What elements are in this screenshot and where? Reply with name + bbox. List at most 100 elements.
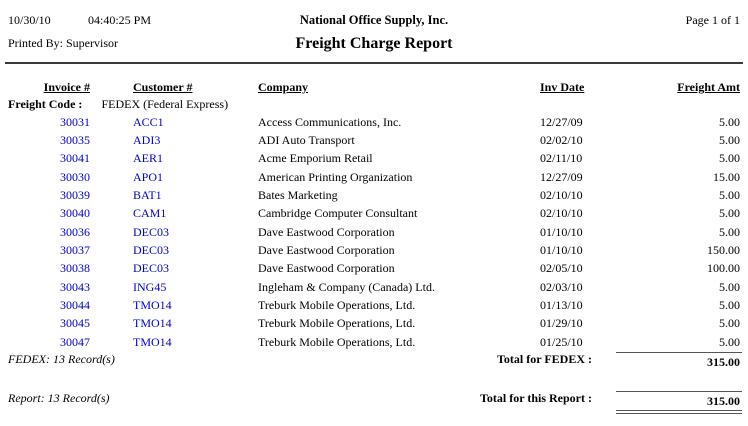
freight-amt-cell: 5.00	[719, 298, 740, 313]
invoice-number-link[interactable]: 30036	[60, 224, 90, 239]
table-row: 30044 TMO14 Treburk Mobile Operations, L…	[0, 296, 748, 314]
freight-amt-cell: 15.00	[713, 169, 740, 184]
company-cell: Dave Eastwood Corporation	[258, 224, 395, 239]
group-total-amount: 315.00	[616, 352, 742, 370]
invoice-number-link[interactable]: 30039	[60, 188, 90, 203]
freight-amt-cell: 5.00	[719, 133, 740, 148]
invoice-number-link[interactable]: 30031	[60, 114, 90, 129]
table-row: 30039 BAT1 Bates Marketing 02/10/10 5.00	[0, 186, 748, 204]
customer-number-link[interactable]: TMO14	[133, 298, 172, 313]
customer-number-link[interactable]: ING45	[133, 279, 167, 294]
inv-date-cell: 02/10/10	[540, 206, 583, 221]
customer-number-link[interactable]: DEC03	[133, 224, 169, 239]
report-footer: Report: 13 Record(s) Total for this Repo…	[0, 391, 748, 415]
table-row: 30030 APO1 American Printing Organizatio…	[0, 168, 748, 186]
company-cell: Treburk Mobile Operations, Ltd.	[258, 334, 416, 349]
freight-amt-cell: 5.00	[719, 279, 740, 294]
report-total-amount: 315.00	[616, 391, 742, 415]
table-row: 30041 AER1 Acme Emporium Retail 02/11/10…	[0, 150, 748, 168]
column-header-inv-date: Inv Date	[540, 80, 585, 94]
inv-date-cell: 12/27/09	[540, 169, 583, 184]
header-left: 10/30/10 04:40:25 PM Printed By: Supervi…	[8, 13, 151, 51]
customer-number-link[interactable]: DEC03	[133, 261, 169, 276]
company-name: National Office Supply, Inc.	[299, 13, 449, 27]
column-header-company: Company	[258, 80, 309, 94]
invoice-number-link[interactable]: 30041	[60, 151, 90, 166]
printed-by: Printed By: Supervisor	[8, 36, 118, 50]
invoice-number-link[interactable]: 30044	[60, 298, 90, 313]
group-header: Freight Code : FEDEX (Federal Express)	[0, 96, 748, 113]
freight-amt-cell: 5.00	[719, 334, 740, 349]
invoice-number-link[interactable]: 30035	[60, 133, 90, 148]
column-header-freight-amt: Freight Amt	[677, 80, 740, 94]
customer-number-link[interactable]: TMO14	[133, 316, 172, 331]
table-row: 30043 ING45 Ingleham & Company (Canada) …	[0, 278, 748, 296]
inv-date-cell: 02/05/10	[540, 261, 583, 276]
customer-number-link[interactable]: AER1	[133, 151, 163, 166]
company-cell: American Printing Organization	[258, 169, 413, 184]
column-header-invoice: Invoice #	[43, 80, 90, 94]
freight-amt-cell: 100.00	[707, 261, 740, 276]
company-cell: Cambridge Computer Consultant	[258, 206, 418, 221]
inv-date-cell: 01/10/10	[540, 224, 583, 239]
customer-number-link[interactable]: ADI3	[133, 133, 161, 148]
company-cell: Access Communications, Inc.	[258, 114, 402, 129]
freight-amt-cell: 5.00	[719, 188, 740, 203]
freight-code-label: Freight Code :	[8, 97, 83, 111]
freight-code-value: FEDEX (Federal Express)	[101, 97, 229, 111]
invoice-number-link[interactable]: 30040	[60, 206, 90, 221]
print-datetime: 10/30/10 04:40:25 PM	[8, 13, 151, 28]
invoice-number-link[interactable]: 30030	[60, 169, 90, 184]
company-cell: Acme Emporium Retail	[258, 151, 373, 166]
group-footer: FEDEX: 13 Record(s) Total for FEDEX : 31…	[0, 352, 748, 370]
customer-number-link[interactable]: BAT1	[133, 188, 162, 203]
company-cell: Treburk Mobile Operations, Ltd.	[258, 298, 416, 313]
customer-number-link[interactable]: ACC1	[133, 114, 164, 129]
invoice-number-link[interactable]: 30045	[60, 316, 90, 331]
inv-date-cell: 02/10/10	[540, 188, 583, 203]
print-date: 10/30/10	[8, 13, 51, 27]
page-number: Page 1 of 1	[685, 13, 740, 27]
table-row: 30038 DEC03 Dave Eastwood Corporation 02…	[0, 260, 748, 278]
table-row: 30031 ACC1 Access Communications, Inc. 1…	[0, 113, 748, 131]
report-header: 10/30/10 04:40:25 PM Printed By: Supervi…	[0, 0, 748, 62]
group-total-label: Total for FEDEX :	[496, 352, 592, 367]
inv-date-cell: 02/11/10	[540, 151, 583, 166]
customer-number-link[interactable]: DEC03	[133, 243, 169, 258]
group-record-count: FEDEX: 13 Record(s)	[8, 352, 115, 367]
customer-number-link[interactable]: TMO14	[133, 334, 172, 349]
print-time: 04:40:25 PM	[88, 13, 152, 27]
freight-amt-cell: 5.00	[719, 206, 740, 221]
company-cell: Bates Marketing	[258, 188, 338, 203]
table-row: 30045 TMO14 Treburk Mobile Operations, L…	[0, 315, 748, 333]
freight-amt-cell: 5.00	[719, 151, 740, 166]
inv-date-cell: 02/02/10	[540, 133, 583, 148]
inv-date-cell: 01/13/10	[540, 298, 583, 313]
report-record-count: Report: 13 Record(s)	[8, 391, 110, 406]
freight-amt-cell: 5.00	[719, 316, 740, 331]
inv-date-cell: 01/25/10	[540, 334, 583, 349]
table-row: 30037 DEC03 Dave Eastwood Corporation 01…	[0, 241, 748, 259]
freight-amt-cell: 150.00	[707, 243, 740, 258]
table-row: 30040 CAM1 Cambridge Computer Consultant…	[0, 205, 748, 223]
column-header-customer: Customer #	[133, 80, 193, 94]
page-title: Freight Charge Report	[295, 35, 453, 52]
invoice-number-link[interactable]: 30038	[60, 261, 90, 276]
table-row: 30036 DEC03 Dave Eastwood Corporation 01…	[0, 223, 748, 241]
invoice-number-link[interactable]: 30037	[60, 243, 90, 258]
table-row: 30047 TMO14 Treburk Mobile Operations, L…	[0, 333, 748, 351]
company-cell: ADI Auto Transport	[258, 133, 355, 148]
invoice-number-link[interactable]: 30043	[60, 279, 90, 294]
customer-number-link[interactable]: APO1	[133, 169, 164, 184]
company-cell: Dave Eastwood Corporation	[258, 261, 395, 276]
inv-date-cell: 01/10/10	[540, 243, 583, 258]
company-cell: Treburk Mobile Operations, Ltd.	[258, 316, 416, 331]
table-body: 30031 ACC1 Access Communications, Inc. 1…	[0, 113, 748, 351]
report-total-label: Total for this Report :	[480, 391, 592, 406]
customer-number-link[interactable]: CAM1	[133, 206, 167, 221]
inv-date-cell: 02/03/10	[540, 279, 583, 294]
invoice-number-link[interactable]: 30047	[60, 334, 90, 349]
header-center: National Office Supply, Inc. Freight Cha…	[0, 13, 748, 53]
column-header-row: Invoice # Customer # Company Inv Date Fr…	[0, 79, 748, 96]
